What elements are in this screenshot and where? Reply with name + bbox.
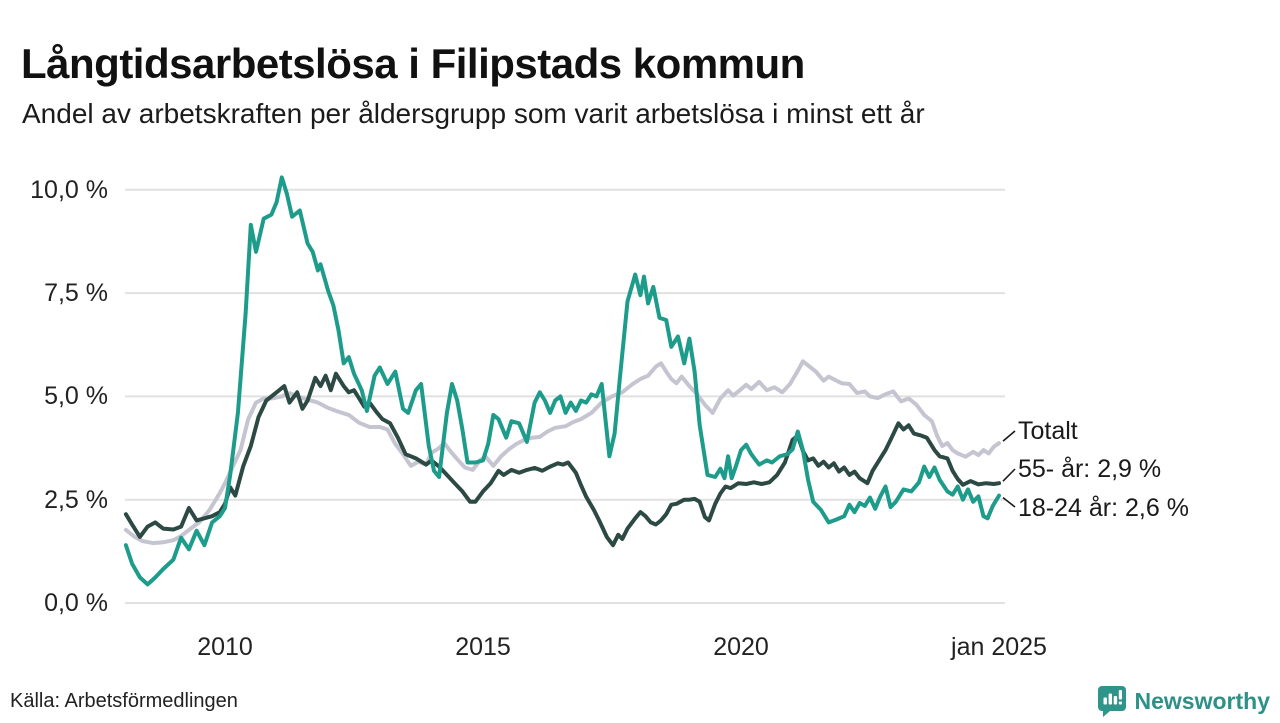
x-axis-tick: 2020 [713, 633, 769, 661]
brand-logo: Newsworthy [1096, 684, 1270, 718]
series-line-18-24-år [123, 175, 1001, 587]
x-axis-tick: jan 2025 [951, 633, 1047, 661]
brand-name: Newsworthy [1134, 687, 1270, 714]
y-axis-tick: 0,0 % [44, 589, 108, 617]
label-connector [1002, 496, 1016, 508]
y-axis-tick: 2,5 % [44, 485, 108, 514]
y-axis-tick: 10,0 % [30, 175, 108, 204]
y-axis-tick: 5,0 % [44, 382, 108, 411]
series-line-Totalt [123, 359, 1001, 546]
series-label-55-plus: 55- år: 2,9 % [1018, 455, 1162, 483]
x-axis-tick: 2010 [197, 633, 253, 661]
series-label-18-24: 18-24 år: 2,6 % [1018, 494, 1189, 522]
y-axis-tick: 7,5 % [44, 279, 108, 308]
page-subtitle: Andel av arbetskraften per åldersgrupp s… [22, 98, 925, 129]
x-axis-tick: 2015 [455, 633, 511, 661]
label-connector [1002, 430, 1016, 442]
series-line-55--år [123, 371, 1001, 548]
source-note: Källa: Arbetsförmedlingen [10, 690, 238, 712]
series-label-totalt: Totalt [1018, 417, 1078, 445]
label-connector [1002, 468, 1016, 482]
page-title: Långtidsarbetslösa i Filipstads kommun [21, 40, 805, 88]
newsworthy-icon [1096, 684, 1128, 718]
